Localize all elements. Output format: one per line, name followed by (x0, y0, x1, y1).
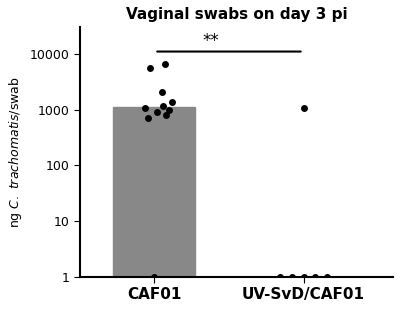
Point (154, 110, 160, 115)
Point (300, 274, 307, 279)
Point (300, 106, 307, 111)
Point (276, 274, 283, 279)
Point (145, 116, 152, 121)
Bar (113, 107, 196, 309)
Point (166, 107, 172, 112)
Point (162, 62, 168, 67)
Point (163, 112, 170, 117)
Point (142, 106, 149, 111)
Point (151, 274, 158, 279)
Point (288, 274, 295, 279)
Y-axis label: ng $\it{C.\ trachomatis}$/swab: ng $\it{C.\ trachomatis}$/swab (7, 76, 24, 228)
Point (159, 89, 165, 94)
Point (147, 66, 153, 71)
Point (324, 274, 331, 279)
Title: Vaginal swabs on day 3 pi: Vaginal swabs on day 3 pi (126, 7, 347, 22)
Point (160, 104, 166, 109)
Point (169, 100, 176, 105)
Text: **: ** (203, 32, 220, 50)
Point (312, 274, 319, 279)
